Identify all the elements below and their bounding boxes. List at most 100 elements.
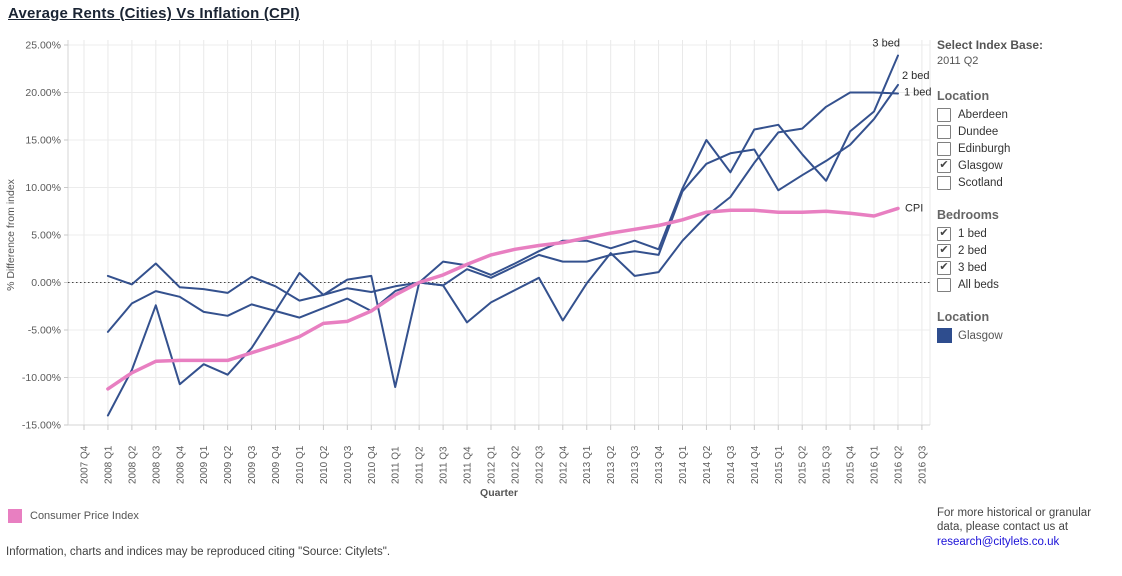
svg-text:2012 Q4: 2012 Q4 <box>558 445 569 484</box>
filter-location-glasgow[interactable]: ✔ Glasgow <box>937 157 1117 174</box>
svg-text:CPI: CPI <box>905 202 923 214</box>
svg-text:2009 Q3: 2009 Q3 <box>247 445 258 484</box>
checkbox-label: Dundee <box>958 125 999 138</box>
svg-text:20.00%: 20.00% <box>25 87 61 99</box>
checkbox-checked-icon[interactable]: ✔ <box>937 226 951 241</box>
location-filter: Location Aberdeen Dundee Edinburgh ✔ Glasgow… <box>937 89 1117 191</box>
svg-text:2011 Q2: 2011 Q2 <box>415 446 426 484</box>
index-base-label: Select Index Base: <box>937 38 1044 52</box>
svg-text:2009 Q2: 2009 Q2 <box>223 445 234 484</box>
svg-text:2014 Q2: 2014 Q2 <box>702 445 713 484</box>
svg-text:0.00%: 0.00% <box>31 277 61 289</box>
svg-text:2013 Q2: 2013 Q2 <box>606 445 617 484</box>
cpi-legend-swatch <box>8 509 22 523</box>
checkbox-label: Edinburgh <box>958 142 1011 155</box>
svg-text:2013 Q4: 2013 Q4 <box>654 445 665 484</box>
cpi-legend-label: Consumer Price Index <box>30 510 139 522</box>
bedrooms-filter: Bedrooms ✔ 1 bed ✔ 2 bed ✔ 3 bed All beds <box>937 208 1117 293</box>
filter-location-scotland[interactable]: Scotland <box>937 174 1117 191</box>
filter-bedrooms-3-bed[interactable]: ✔ 3 bed <box>937 259 1117 276</box>
cpi-legend: Consumer Price Index <box>8 509 139 523</box>
svg-text:2009 Q1: 2009 Q1 <box>199 445 210 484</box>
bedrooms-filter-header: Bedrooms <box>937 208 999 222</box>
svg-text:2012 Q3: 2012 Q3 <box>534 445 545 484</box>
location-legend-label: Glasgow <box>958 329 1003 342</box>
location-legend-header: Location <box>937 310 990 324</box>
source-note: Information, charts and indices may be r… <box>6 546 391 558</box>
svg-text:2015 Q1: 2015 Q1 <box>774 445 785 484</box>
svg-text:2016 Q3: 2016 Q3 <box>917 445 928 484</box>
svg-text:2010 Q2: 2010 Q2 <box>319 445 330 484</box>
checkbox-unchecked-icon[interactable] <box>937 124 951 139</box>
page-title: Average Rents (Cities) Vs Inflation (CPI… <box>8 5 300 22</box>
checkbox-label: 2 bed <box>958 244 987 257</box>
location-legend: Location Glasgow <box>937 310 1117 344</box>
location-legend-item: Glasgow <box>937 327 1117 344</box>
checkbox-label: 3 bed <box>958 261 987 274</box>
svg-text:10.00%: 10.00% <box>25 182 61 194</box>
checkbox-unchecked-icon[interactable] <box>937 107 951 122</box>
svg-text:5.00%: 5.00% <box>31 230 61 242</box>
svg-text:2009 Q4: 2009 Q4 <box>271 445 282 484</box>
sidebar: Select Index Base: 2011 Q2 Location Aber… <box>937 38 1117 344</box>
svg-text:2008 Q4: 2008 Q4 <box>175 445 186 484</box>
svg-text:2011 Q3: 2011 Q3 <box>439 446 450 484</box>
svg-text:2016 Q2: 2016 Q2 <box>893 445 904 484</box>
filter-bedrooms-all-beds[interactable]: All beds <box>937 276 1117 293</box>
svg-text:2010 Q3: 2010 Q3 <box>343 445 354 484</box>
svg-text:2007 Q4: 2007 Q4 <box>80 445 91 484</box>
svg-text:2008 Q2: 2008 Q2 <box>127 445 138 484</box>
svg-text:2013 Q3: 2013 Q3 <box>630 445 641 484</box>
svg-text:2012 Q1: 2012 Q1 <box>486 445 497 484</box>
checkbox-label: Glasgow <box>958 159 1003 172</box>
rents-vs-inflation-chart[interactable]: -15.00% -10.00% -5.00% 0.00% 5.00% 10.00% 15.0… <box>0 0 935 505</box>
filter-bedrooms-2-bed[interactable]: ✔ 2 bed <box>937 242 1117 259</box>
svg-text:2010 Q1: 2010 Q1 <box>295 445 306 484</box>
checkbox-unchecked-icon[interactable] <box>937 141 951 156</box>
svg-text:-15.00%: -15.00% <box>22 420 61 432</box>
contact-block: For more historical or granular data, pl… <box>937 506 1097 549</box>
svg-text:-5.00%: -5.00% <box>28 325 61 337</box>
svg-text:1 bed: 1 bed <box>904 86 932 98</box>
svg-text:15.00%: 15.00% <box>25 135 61 147</box>
svg-text:2008 Q1: 2008 Q1 <box>103 445 114 484</box>
svg-text:2016 Q1: 2016 Q1 <box>870 445 881 484</box>
checkbox-checked-icon[interactable]: ✔ <box>937 158 951 173</box>
filter-location-dundee[interactable]: Dundee <box>937 123 1117 140</box>
filter-location-edinburgh[interactable]: Edinburgh <box>937 140 1117 157</box>
filter-bedrooms-1-bed[interactable]: ✔ 1 bed <box>937 225 1117 242</box>
filter-location-aberdeen[interactable]: Aberdeen <box>937 106 1117 123</box>
checkbox-unchecked-icon[interactable] <box>937 277 951 292</box>
svg-text:2011 Q1: 2011 Q1 <box>391 446 402 484</box>
svg-text:2015 Q3: 2015 Q3 <box>822 445 833 484</box>
svg-text:2015 Q2: 2015 Q2 <box>798 445 809 484</box>
svg-text:Quarter: Quarter <box>480 487 518 499</box>
checkbox-checked-icon[interactable]: ✔ <box>937 243 951 258</box>
svg-text:3 bed: 3 bed <box>872 37 900 49</box>
checkbox-label: Aberdeen <box>958 108 1008 121</box>
checkbox-label: All beds <box>958 278 999 291</box>
checkbox-label: Scotland <box>958 176 1003 189</box>
index-base-value[interactable]: 2011 Q2 <box>937 55 979 67</box>
checkbox-unchecked-icon[interactable] <box>937 175 951 190</box>
svg-text:2008 Q3: 2008 Q3 <box>151 445 162 484</box>
contact-text: For more historical or granular data, pl… <box>937 507 1092 534</box>
svg-text:2014 Q1: 2014 Q1 <box>678 445 689 484</box>
location-legend-swatch <box>937 328 952 343</box>
contact-email-link[interactable]: research@citylets.co.uk <box>937 535 1060 548</box>
checkbox-checked-icon[interactable]: ✔ <box>937 260 951 275</box>
location-filter-header: Location <box>937 89 990 103</box>
svg-text:2014 Q4: 2014 Q4 <box>750 445 761 484</box>
svg-text:2010 Q4: 2010 Q4 <box>367 445 378 484</box>
svg-text:2015 Q4: 2015 Q4 <box>846 445 857 484</box>
svg-text:25.00%: 25.00% <box>25 40 61 52</box>
svg-text:2 bed: 2 bed <box>902 70 930 82</box>
svg-text:2014 Q3: 2014 Q3 <box>726 445 737 484</box>
checkbox-label: 1 bed <box>958 227 987 240</box>
svg-text:2011 Q4: 2011 Q4 <box>463 446 474 484</box>
svg-text:2012 Q2: 2012 Q2 <box>510 445 521 484</box>
svg-text:% Difference from index: % Difference from index <box>5 178 17 291</box>
svg-text:-10.00%: -10.00% <box>22 372 61 384</box>
svg-text:2013 Q1: 2013 Q1 <box>582 445 593 484</box>
